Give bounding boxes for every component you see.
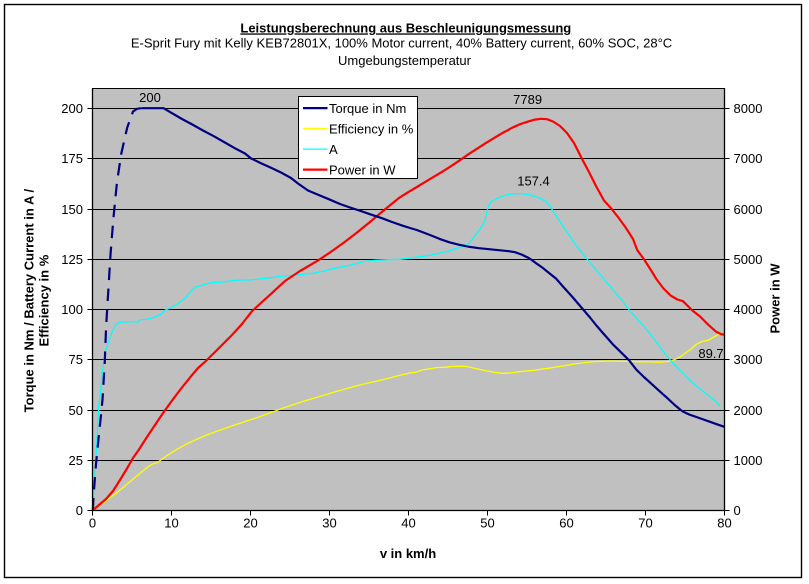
svg-text:A: A <box>329 142 338 157</box>
svg-text:4000: 4000 <box>734 302 763 317</box>
svg-text:Power in W: Power in W <box>329 162 396 177</box>
svg-text:E-Sprit Fury mit Kelly KEB7280: E-Sprit Fury mit Kelly KEB72801X, 100% M… <box>131 36 672 51</box>
svg-text:89.7: 89.7 <box>698 346 723 361</box>
svg-text:8000: 8000 <box>734 101 763 116</box>
svg-text:0: 0 <box>734 503 741 518</box>
svg-text:20: 20 <box>243 516 257 531</box>
svg-text:10: 10 <box>164 516 178 531</box>
svg-text:30: 30 <box>322 516 336 531</box>
svg-text:7789: 7789 <box>513 92 542 107</box>
svg-text:157.4: 157.4 <box>517 174 550 189</box>
svg-text:Torque in Nm: Torque in Nm <box>329 101 406 116</box>
svg-text:70: 70 <box>638 516 652 531</box>
svg-text:150: 150 <box>61 202 83 217</box>
svg-text:75: 75 <box>69 352 83 367</box>
svg-text:2000: 2000 <box>734 403 763 418</box>
svg-text:175: 175 <box>61 151 83 166</box>
svg-text:Efficiency in %: Efficiency in % <box>329 121 414 136</box>
svg-text:1000: 1000 <box>734 453 763 468</box>
svg-text:100: 100 <box>61 302 83 317</box>
svg-text:6000: 6000 <box>734 202 763 217</box>
svg-text:80: 80 <box>717 516 731 531</box>
svg-text:125: 125 <box>61 252 83 267</box>
svg-text:200: 200 <box>139 90 161 105</box>
svg-text:0: 0 <box>89 516 96 531</box>
svg-text:Umgebungstemperatur: Umgebungstemperatur <box>338 53 472 68</box>
svg-text:7000: 7000 <box>734 151 763 166</box>
svg-text:40: 40 <box>401 516 415 531</box>
svg-text:25: 25 <box>69 453 83 468</box>
svg-text:50: 50 <box>69 403 83 418</box>
svg-text:v in km/h: v in km/h <box>380 546 436 561</box>
svg-text:3000: 3000 <box>734 352 763 367</box>
svg-text:60: 60 <box>559 516 573 531</box>
svg-text:5000: 5000 <box>734 252 763 267</box>
svg-text:Efficiency in %: Efficiency in % <box>37 254 52 346</box>
svg-text:Leistungsberechnung aus Beschl: Leistungsberechnung aus Beschleunigungsm… <box>240 20 571 35</box>
svg-text:0: 0 <box>76 503 83 518</box>
svg-text:Power in W: Power in W <box>768 263 783 334</box>
svg-text:200: 200 <box>61 101 83 116</box>
svg-text:Torque in Nm / Battery Current: Torque in Nm / Battery Current in A / <box>22 189 37 413</box>
svg-text:50: 50 <box>480 516 494 531</box>
